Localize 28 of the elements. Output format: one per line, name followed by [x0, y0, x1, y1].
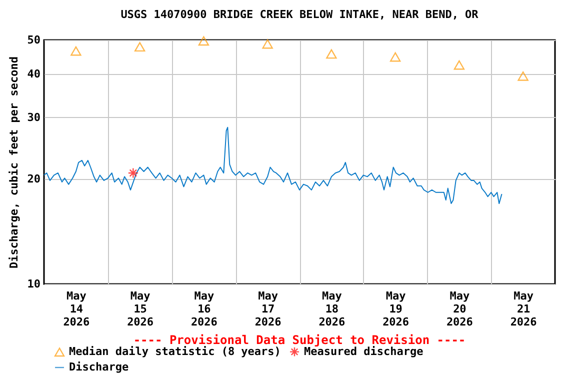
point [454, 60, 465, 70]
y-tick-label: 30 [27, 110, 40, 124]
y-tick-label: 20 [27, 172, 40, 186]
x-tick-label: May 15 2026 [127, 290, 154, 328]
line-series [44, 126, 502, 204]
chart-title: USGS 14070900 BRIDGE CREEK BELOW INTAKE, NEAR BEND, OR [120, 8, 479, 21]
y-tick-label: 40 [27, 67, 40, 80]
y-tick-label: 50 [27, 34, 40, 46]
legend-label: Median daily statistic (8 years) [69, 345, 281, 358]
x-tick-label: May 16 2026 [190, 290, 218, 328]
x-tick-label: May 21 2026 [510, 290, 538, 328]
legend-label: Discharge [69, 360, 129, 374]
point [198, 36, 210, 46]
x-tick-label: May 17 2026 [254, 290, 282, 328]
point [326, 49, 337, 59]
point [518, 71, 528, 81]
x-tick-label: May 20 2026 [446, 290, 474, 328]
text: ---- Provisional Data Subject to Revision ---- [133, 333, 466, 347]
point [128, 168, 138, 178]
x-tick-label: May 18 2026 [318, 290, 346, 328]
y-tick-label: 10 [27, 278, 40, 290]
x-tick-label: May 19 2026 [382, 290, 410, 328]
point [390, 52, 401, 62]
point [70, 46, 82, 56]
y-axis-title: Discharge, cubic feet per second [7, 56, 20, 268]
point [134, 42, 146, 52]
x-tick-label: May 14 2026 [63, 290, 90, 328]
point [262, 39, 273, 49]
